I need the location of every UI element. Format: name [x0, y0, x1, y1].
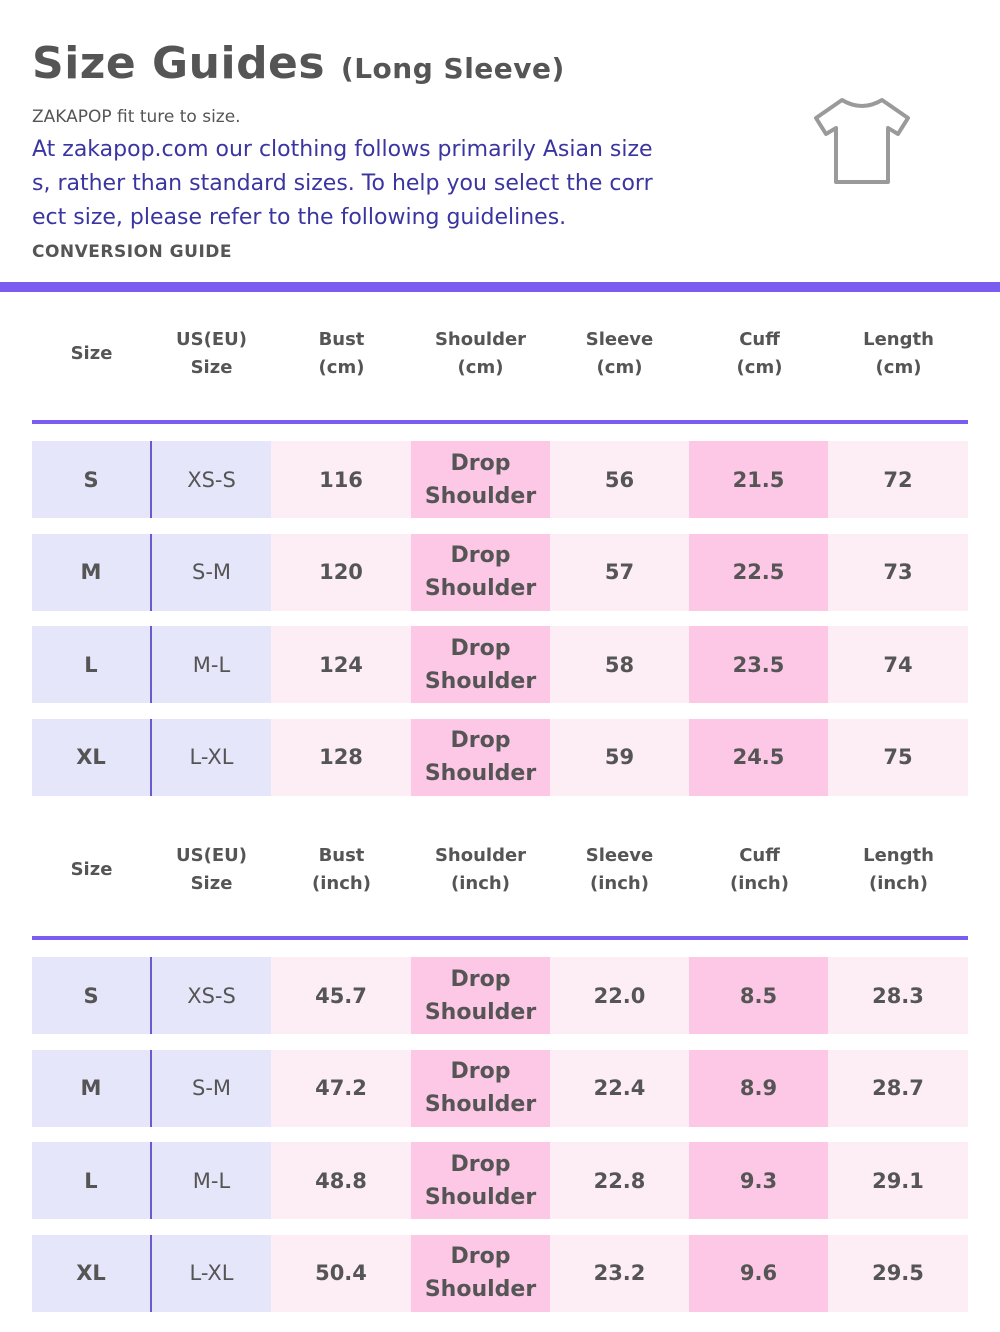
- us-eu-size-cell: S-M: [152, 533, 271, 611]
- bust-cell: 116: [271, 441, 411, 518]
- cuff-cell: 9.6: [689, 1234, 828, 1312]
- shoulder-cell: Drop Shoulder: [411, 718, 550, 796]
- bust-cell: 47.2: [271, 1049, 411, 1127]
- header-sleeve: Sleeve (cm): [585, 329, 654, 378]
- length-cell: 74: [828, 626, 968, 703]
- bust-cell: 48.8: [271, 1142, 411, 1219]
- shoulder-cell: Drop Shoulder: [411, 441, 550, 518]
- size-cell: L: [32, 626, 152, 703]
- cuff-cell: 22.5: [689, 533, 828, 611]
- table-body: S XS-S 116 Drop Shoulder 56 21.5 72 M S-M 120 Drop…: [32, 441, 968, 811]
- header-bust: Bust (cm): [318, 329, 365, 378]
- size-cell: L: [32, 1142, 152, 1219]
- table-body: S XS-S 45.7 Drop Shoulder 22.0 8.5 28.3 M S-M 47.…: [32, 957, 968, 1327]
- length-cell: 29.1: [828, 1142, 968, 1219]
- bust-cell: 124: [271, 626, 411, 703]
- header-us-eu-size: US(EU) Size: [176, 329, 247, 378]
- length-cell: 29.5: [828, 1234, 968, 1312]
- cuff-cell: 9.3: [689, 1142, 828, 1219]
- table-row: XL L-XL 128 Drop Shoulder 59 24.5 75: [32, 718, 968, 796]
- bust-cell: 50.4: [271, 1234, 411, 1312]
- header-shoulder: Shoulder (inch): [434, 845, 527, 894]
- cuff-cell: 23.5: [689, 626, 828, 703]
- header-cuff: Cuff (cm): [736, 329, 783, 378]
- size-cell: M: [32, 1049, 152, 1127]
- bust-cell: 45.7: [271, 957, 411, 1034]
- shoulder-cell: Drop Shoulder: [411, 957, 550, 1034]
- us-eu-size-cell: M-L: [152, 1142, 271, 1219]
- table-row: S XS-S 45.7 Drop Shoulder 22.0 8.5 28.3: [32, 957, 968, 1034]
- length-cell: 28.7: [828, 1049, 968, 1127]
- table-row: XL L-XL 50.4 Drop Shoulder 23.2 9.6 29.5: [32, 1234, 968, 1312]
- sleeve-cell: 23.2: [550, 1234, 689, 1312]
- size-table-inch: Size US(EU) Size Bust (inch) Shoulder (i…: [32, 830, 968, 1312]
- header-size: Size: [70, 343, 113, 364]
- page-title: Size Guides (Long Sleeve): [32, 34, 732, 99]
- header-length: Length (cm): [863, 329, 934, 378]
- table-row: S XS-S 116 Drop Shoulder 56 21.5 72: [32, 441, 968, 518]
- shoulder-cell: Drop Shoulder: [411, 533, 550, 611]
- table-row: L M-L 124 Drop Shoulder 58 23.5 74: [32, 626, 968, 703]
- title-text: Size Guides: [32, 38, 326, 89]
- table-header: Size US(EU) Size Bust (inch) Shoulder (i…: [32, 830, 968, 910]
- sleeve-cell: 57: [550, 533, 689, 611]
- size-cell: S: [32, 441, 152, 518]
- t-shirt-icon: [814, 98, 910, 184]
- us-eu-size-cell: XS-S: [152, 957, 271, 1034]
- sleeve-cell: 22.8: [550, 1142, 689, 1219]
- table-header: Size US(EU) Size Bust (cm) Shoulder (cm)…: [32, 314, 968, 394]
- length-cell: 73: [828, 533, 968, 611]
- header-cuff: Cuff (inch): [730, 845, 789, 894]
- header: Size Guides (Long Sleeve) ZAKAPOP fit tu…: [32, 34, 732, 265]
- us-eu-size-cell: L-XL: [152, 718, 271, 796]
- shoulder-cell: Drop Shoulder: [411, 1049, 550, 1127]
- cuff-cell: 24.5: [689, 718, 828, 796]
- header-shoulder: Shoulder (cm): [434, 329, 527, 378]
- size-cell: XL: [32, 1234, 152, 1312]
- us-eu-size-cell: L-XL: [152, 1234, 271, 1312]
- table-row: M S-M 47.2 Drop Shoulder 22.4 8.9 28.7: [32, 1049, 968, 1127]
- table-rule: [32, 420, 968, 424]
- header-sleeve: Sleeve (inch): [585, 845, 654, 894]
- page-subtitle: (Long Sleeve): [340, 52, 565, 85]
- table-row: M S-M 120 Drop Shoulder 57 22.5 73: [32, 533, 968, 611]
- us-eu-size-cell: S-M: [152, 1049, 271, 1127]
- bust-cell: 128: [271, 718, 411, 796]
- header-size: Size: [70, 859, 113, 880]
- header-us-eu-size: US(EU) Size: [176, 845, 247, 894]
- conversion-guide-label: CONVERSION GUIDE: [32, 242, 232, 262]
- fit-note: ZAKAPOP fit ture to size.: [32, 107, 241, 127]
- sleeve-cell: 22.0: [550, 957, 689, 1034]
- sleeve-cell: 59: [550, 718, 689, 796]
- cuff-cell: 21.5: [689, 441, 828, 518]
- cuff-cell: 8.5: [689, 957, 828, 1034]
- bust-cell: 120: [271, 533, 411, 611]
- table-rule: [32, 936, 968, 940]
- us-eu-size-cell: XS-S: [152, 441, 271, 518]
- size-table-cm: Size US(EU) Size Bust (cm) Shoulder (cm)…: [32, 314, 968, 796]
- table-row: L M-L 48.8 Drop Shoulder 22.8 9.3 29.1: [32, 1142, 968, 1219]
- us-eu-size-cell: M-L: [152, 626, 271, 703]
- header-divider: [0, 282, 1000, 292]
- shoulder-cell: Drop Shoulder: [411, 1234, 550, 1312]
- size-cell: M: [32, 533, 152, 611]
- size-cell: S: [32, 957, 152, 1034]
- header-length: Length (inch): [863, 845, 934, 894]
- shoulder-cell: Drop Shoulder: [411, 626, 550, 703]
- sleeve-cell: 58: [550, 626, 689, 703]
- length-cell: 72: [828, 441, 968, 518]
- length-cell: 75: [828, 718, 968, 796]
- header-bust: Bust (inch): [312, 845, 371, 894]
- sleeve-cell: 22.4: [550, 1049, 689, 1127]
- shoulder-cell: Drop Shoulder: [411, 1142, 550, 1219]
- length-cell: 28.3: [828, 957, 968, 1034]
- sleeve-cell: 56: [550, 441, 689, 518]
- intro-text: At zakapop.com our clothing follows prim…: [32, 137, 653, 230]
- size-cell: XL: [32, 718, 152, 796]
- cuff-cell: 8.9: [689, 1049, 828, 1127]
